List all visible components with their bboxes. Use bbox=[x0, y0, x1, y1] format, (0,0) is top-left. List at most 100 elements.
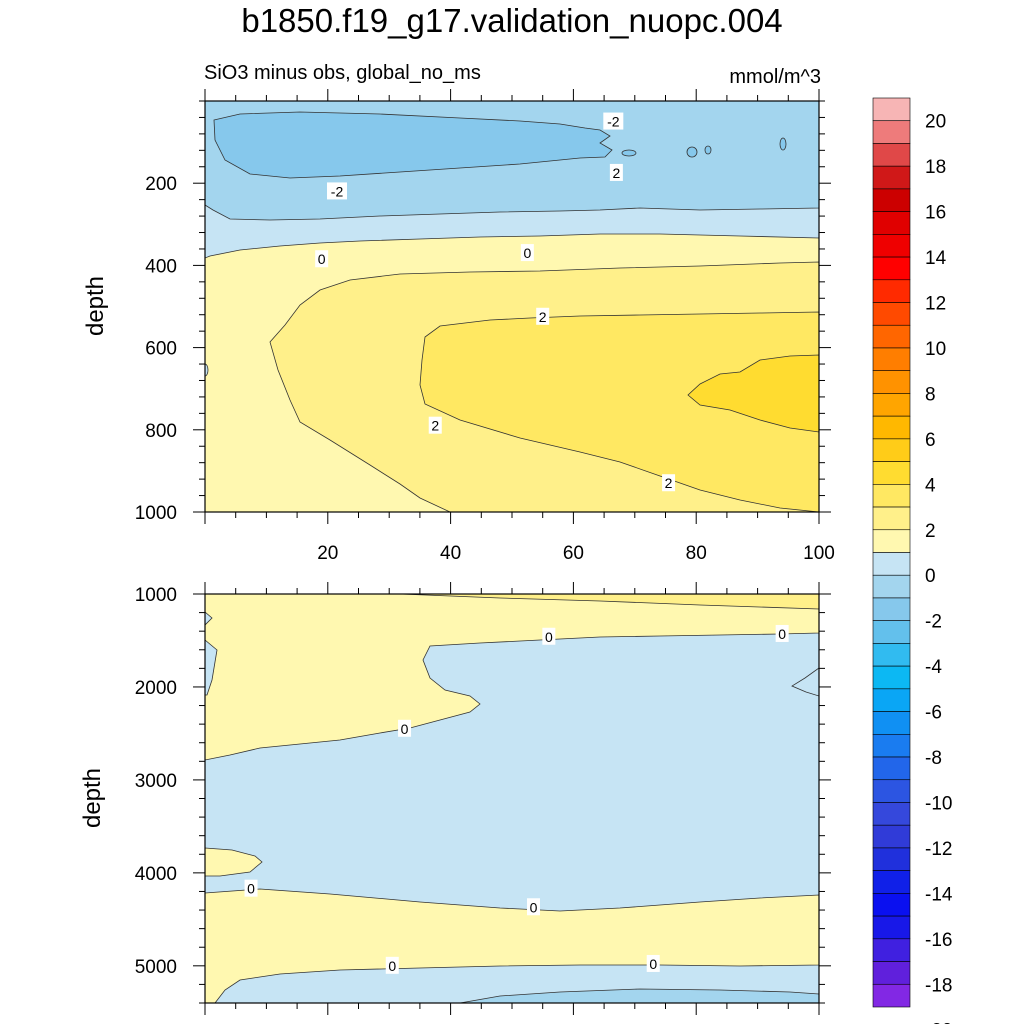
colorbar-label: 18 bbox=[925, 157, 946, 178]
colorbar-label: 2 bbox=[925, 521, 936, 542]
colorbar-label: 10 bbox=[925, 339, 946, 360]
colorbar-swatch bbox=[872, 234, 911, 258]
colorbar-label: -18 bbox=[925, 975, 952, 996]
contour-label-box bbox=[428, 416, 442, 434]
contour-label-box bbox=[385, 956, 399, 974]
contour-label-box bbox=[244, 879, 258, 897]
top-island bbox=[779, 137, 787, 151]
colorbar-swatch bbox=[872, 665, 911, 690]
units-label: mmol/m^3 bbox=[729, 66, 821, 88]
y-tick-label: 1000 bbox=[135, 585, 177, 606]
y-tick-label: 4000 bbox=[135, 864, 177, 885]
bottom-edge-patch bbox=[205, 611, 213, 626]
colorbar-label: -12 bbox=[925, 839, 952, 860]
bottom-y-axis-label: depth bbox=[79, 768, 106, 828]
colorbar-swatch bbox=[872, 574, 911, 599]
colorbar-label: -14 bbox=[925, 884, 953, 905]
contour-label-box bbox=[662, 474, 676, 492]
bottom-edge-patch bbox=[791, 667, 819, 697]
colorbar-label: 6 bbox=[925, 430, 936, 451]
top-island bbox=[686, 146, 698, 158]
contour-label-box bbox=[526, 898, 540, 916]
colorbar-swatch bbox=[872, 961, 911, 985]
contour-label: 2 bbox=[665, 475, 673, 491]
colorbar-swatch bbox=[872, 370, 911, 394]
y-tick-label: 1000 bbox=[135, 503, 177, 524]
colorbar-swatch bbox=[872, 756, 911, 781]
contour-label: 2 bbox=[431, 418, 439, 434]
colorbar-swatch bbox=[872, 779, 911, 803]
bottom-contour-labels: 0 0 0 0 0 0 0 bbox=[244, 624, 789, 974]
colorbar-label: 12 bbox=[925, 294, 946, 315]
contour-label-box bbox=[536, 307, 550, 325]
bottom-edge-patch bbox=[205, 639, 218, 696]
bottom-fill-top-yellow bbox=[205, 594, 819, 761]
y-tick-label: 800 bbox=[145, 421, 177, 442]
contour-label: 0 bbox=[545, 629, 553, 645]
top-fill-pos3 bbox=[419, 311, 819, 512]
colorbar-swatch bbox=[872, 143, 911, 167]
bottom-x-ticks bbox=[204, 582, 820, 1015]
top-edge-patch bbox=[205, 363, 209, 377]
contour-label: 0 bbox=[401, 721, 409, 737]
contour-label-box bbox=[542, 627, 556, 645]
contour-label-box bbox=[315, 250, 329, 268]
colorbar-swatch bbox=[872, 552, 911, 576]
colorbar-swatch bbox=[872, 847, 911, 871]
colorbar-swatch bbox=[872, 324, 911, 349]
colorbar-label: 20 bbox=[925, 112, 946, 133]
colorbar-swatch bbox=[872, 415, 911, 440]
contour-label-box bbox=[603, 112, 624, 130]
colorbar-swatch bbox=[872, 733, 911, 758]
contour-label: 0 bbox=[778, 626, 786, 642]
colorbar-swatch bbox=[872, 983, 911, 1008]
chart-subtitle: SiO3 minus obs, global_no_ms bbox=[204, 62, 481, 84]
x-tick-label: 40 bbox=[440, 543, 461, 564]
colorbar-swatch bbox=[872, 347, 911, 372]
y-tick-label: 3000 bbox=[135, 771, 177, 792]
colorbar-swatch bbox=[872, 824, 911, 849]
colorbar-swatch bbox=[872, 393, 911, 417]
top-fill-pos4 bbox=[687, 354, 819, 433]
colorbar-swatch bbox=[872, 915, 911, 940]
colorbar-label: 4 bbox=[925, 475, 936, 496]
colorbar-swatch bbox=[872, 461, 911, 485]
top-y-axis-label: depth bbox=[82, 276, 109, 336]
contour-label: 0 bbox=[530, 899, 538, 915]
contour-label-box bbox=[646, 954, 660, 972]
colorbar-label: 16 bbox=[925, 203, 946, 224]
bottom-y-ticks: 1000 2000 3000 4000 5000 bbox=[135, 585, 831, 1004]
colorbar-swatch bbox=[872, 302, 911, 326]
colorbar-swatch bbox=[872, 529, 911, 553]
colorbar-swatch bbox=[872, 188, 911, 212]
colorbar-label: 14 bbox=[925, 248, 947, 269]
bottom-fill-deep-yellow bbox=[205, 888, 819, 1003]
colorbar-label: -10 bbox=[925, 793, 952, 814]
colorbar-swatch bbox=[872, 688, 911, 712]
colorbar-swatch bbox=[872, 97, 911, 122]
colorbar-swatch bbox=[872, 938, 911, 962]
top-x-ticks: 20 40 60 80 100 bbox=[204, 89, 835, 564]
colorbar-swatch bbox=[872, 256, 911, 281]
top-island bbox=[621, 149, 637, 157]
chart-title: b1850.f19_g17.validation_nuopc.004 bbox=[241, 2, 783, 39]
colorbar-swatch bbox=[872, 802, 911, 826]
colorbar: 20181614121086420-2-4-6-8-10-12-14-16-18… bbox=[872, 97, 953, 1024]
colorbar-swatch bbox=[872, 165, 911, 190]
colorbar-label: 0 bbox=[925, 566, 936, 587]
colorbar-swatch bbox=[872, 870, 911, 894]
colorbar-label: -8 bbox=[925, 748, 942, 769]
colorbar-label: 8 bbox=[925, 384, 936, 405]
contour-label: 2 bbox=[539, 309, 547, 325]
colorbar-swatch bbox=[872, 620, 911, 644]
y-tick-label: 600 bbox=[145, 339, 177, 360]
colorbar-swatch bbox=[872, 506, 911, 531]
colorbar-swatch bbox=[872, 211, 911, 235]
colorbar-swatch bbox=[872, 438, 911, 462]
bottom-fill-top-strip bbox=[399, 594, 819, 610]
contour-label: 2 bbox=[612, 165, 620, 181]
colorbar-swatch bbox=[872, 711, 911, 735]
contour-label: 0 bbox=[523, 245, 531, 261]
contour-label: 0 bbox=[649, 956, 657, 972]
bottom-fill-deepest bbox=[459, 988, 819, 1003]
